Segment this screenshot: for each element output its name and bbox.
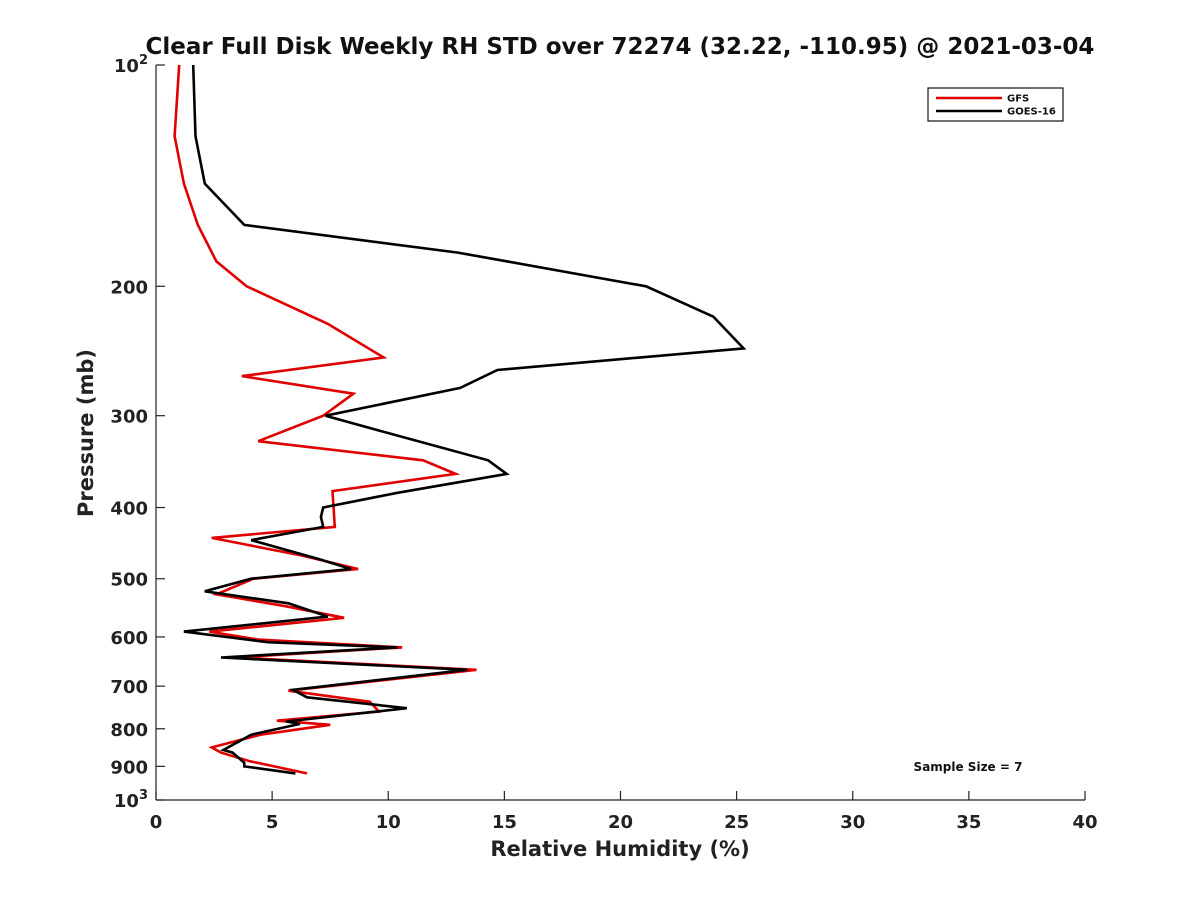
x-tick-label: 10 [376,812,401,833]
legend-label-gfs: GFS [1007,94,1029,105]
plot-area: 0 5 10 15 20 25 30 35 40 102 200 300 400 500 600 700 800… [110,53,1097,833]
x-tick-label: 30 [840,812,865,833]
y-tick-label: 103 [114,788,148,812]
x-tick-label: 25 [724,812,749,833]
x-tick-label: 5 [266,812,279,833]
y-tick-label: 400 [110,499,148,520]
y-tick-label: 700 [110,677,148,698]
x-tick-label: 0 [150,812,163,833]
sample-size-note: Sample Size = 7 [914,760,1023,774]
y-tick-label: 800 [110,720,148,741]
y-tick-label: 200 [110,277,148,298]
y-tick-label: 500 [110,570,148,591]
series-line-goes-16 [183,64,747,775]
y-tick-label: 300 [110,407,148,428]
x-tick-label: 40 [1072,812,1097,833]
y-axis-label: Pressure (mb) [74,349,98,517]
y-tick-label: 600 [110,628,148,649]
legend-box [927,87,1064,122]
x-tick-label: 35 [956,812,981,833]
legend: GFS GOES-16 [927,87,1064,122]
x-axis-label: Relative Humidity (%) [490,837,749,861]
y-tick-label: 900 [110,757,148,778]
y-tick-label: 102 [114,53,148,77]
chart-title: Clear Full Disk Weekly RH STD over 72274… [146,34,1095,60]
legend-label-goes-16: GOES-16 [1007,107,1056,118]
x-tick-label: 20 [608,812,633,833]
x-tick-label: 15 [492,812,517,833]
